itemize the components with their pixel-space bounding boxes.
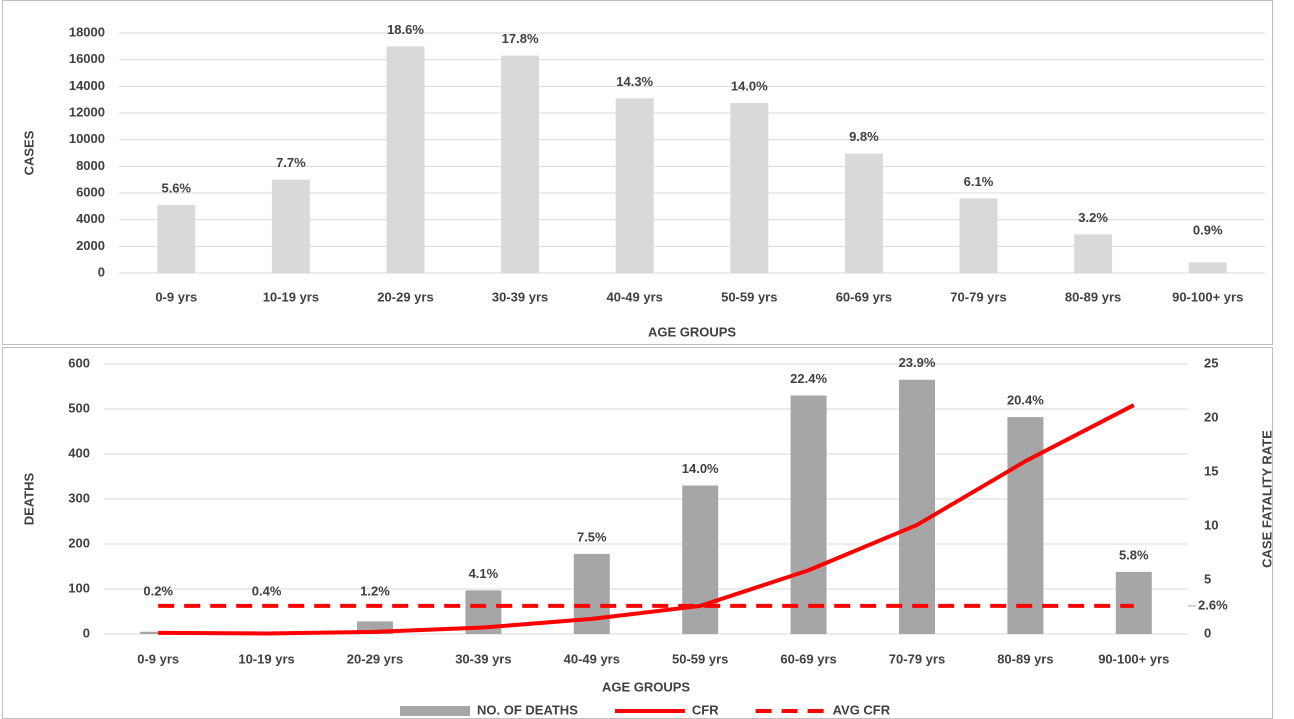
x-tick-label: 50-59 yrs	[721, 289, 777, 304]
share-label: 7.7%	[276, 155, 306, 170]
x-tick-label: 70-79 yrs	[950, 289, 1006, 304]
bar	[140, 631, 177, 634]
share-label: 9.8%	[849, 129, 879, 144]
y-axis-title: DEATHS	[21, 472, 36, 525]
bar	[844, 153, 883, 273]
panel-border	[2, 347, 1273, 719]
share-label: 14.3%	[616, 74, 653, 89]
y-tick-label: 0	[83, 625, 90, 640]
y-tick-label: 6000	[76, 184, 105, 199]
bar	[573, 553, 610, 634]
y2-tick-label: 25	[1204, 355, 1218, 370]
y2-axis-title: CASE FATALITY RATE	[1259, 430, 1274, 568]
share-label: 14.0%	[731, 78, 768, 93]
x-tick-label: 0-9 yrs	[155, 289, 197, 304]
share-label: 17.8%	[502, 31, 539, 46]
y2-tick-label: 10	[1204, 517, 1218, 532]
bar	[959, 198, 998, 273]
share-label: 0.2%	[143, 583, 173, 598]
x-tick-label: 40-49 yrs	[607, 289, 663, 304]
y-tick-label: 200	[68, 535, 90, 550]
x-tick-label: 90-100+ yrs	[1098, 651, 1169, 666]
share-label: 18.6%	[387, 22, 424, 37]
bar	[615, 98, 654, 273]
bar	[501, 55, 540, 273]
x-axis-title: AGE GROUPS	[602, 679, 690, 694]
y2-tick-label: 5	[1204, 571, 1211, 586]
y-tick-label: 12000	[69, 104, 105, 119]
bar	[1115, 571, 1152, 634]
y-tick-label: 0	[98, 264, 105, 279]
share-label: 5.8%	[1119, 547, 1149, 562]
legend-label: CFR	[692, 702, 719, 717]
line	[158, 403, 1135, 636]
x-tick-label: 60-69 yrs	[780, 651, 836, 666]
x-axis-title: AGE GROUPS	[648, 324, 736, 339]
legend-swatch	[400, 706, 470, 716]
legend-label: AVG CFR	[833, 702, 891, 717]
x-tick-label: 20-29 yrs	[347, 651, 403, 666]
x-tick-label: 90-100+ yrs	[1172, 289, 1243, 304]
x-tick-label: 30-39 yrs	[455, 651, 511, 666]
x-tick-label: 40-49 yrs	[564, 651, 620, 666]
bar	[271, 179, 310, 273]
bar	[386, 46, 425, 274]
share-label: 20.4%	[1007, 393, 1044, 408]
share-label: 7.5%	[577, 529, 607, 544]
share-label: 3.2%	[1078, 210, 1108, 225]
bar	[157, 205, 196, 273]
bar	[1188, 262, 1227, 273]
y2-tick-label: 0	[1204, 625, 1211, 640]
x-tick-label: 10-19 yrs	[238, 651, 294, 666]
bar	[1007, 417, 1044, 634]
x-tick-label: 80-89 yrs	[1065, 289, 1121, 304]
share-label: 0.4%	[252, 583, 282, 598]
x-tick-label: 30-39 yrs	[492, 289, 548, 304]
y-tick-label: 300	[68, 490, 90, 505]
x-tick-label: 10-19 yrs	[263, 289, 319, 304]
legend-label: NO. OF DEATHS	[477, 702, 578, 717]
y2-tick-label: 15	[1204, 463, 1218, 478]
x-tick-label: 0-9 yrs	[137, 651, 179, 666]
y-tick-label: 400	[68, 445, 90, 460]
y2-tick-label: 2.6%	[1198, 597, 1228, 612]
share-label: 23.9%	[899, 355, 936, 370]
share-label: 0.9%	[1193, 222, 1223, 237]
y-tick-label: 14000	[69, 78, 105, 93]
panel-border	[2, 0, 1273, 345]
y2-tick-label: 20	[1204, 409, 1218, 424]
y-tick-label: 4000	[76, 211, 105, 226]
y-tick-label: 500	[68, 400, 90, 415]
bar	[1074, 234, 1113, 273]
y-tick-label: 18000	[69, 24, 105, 39]
bar	[899, 379, 935, 634]
x-tick-label: 70-79 yrs	[889, 651, 945, 666]
x-tick-label: 50-59 yrs	[672, 651, 728, 666]
y-axis-title: CASES	[21, 130, 36, 175]
x-tick-label: 60-69 yrs	[836, 289, 892, 304]
y-tick-label: 100	[68, 580, 90, 595]
share-label: 6.1%	[964, 174, 994, 189]
y-tick-label: 2000	[76, 238, 105, 253]
x-tick-label: 80-89 yrs	[997, 651, 1053, 666]
share-label: 5.6%	[161, 180, 191, 195]
bar	[730, 103, 769, 273]
share-label: 14.0%	[682, 461, 719, 476]
share-label: 22.4%	[790, 371, 827, 386]
bar	[682, 485, 719, 634]
y-tick-label: 8000	[76, 158, 105, 173]
x-tick-label: 20-29 yrs	[377, 289, 433, 304]
y-tick-label: 16000	[69, 51, 105, 66]
y-tick-label: 600	[68, 355, 90, 370]
share-label: 4.1%	[469, 566, 499, 581]
share-label: 1.2%	[360, 583, 390, 598]
bar	[790, 395, 827, 634]
y-tick-label: 10000	[69, 131, 105, 146]
